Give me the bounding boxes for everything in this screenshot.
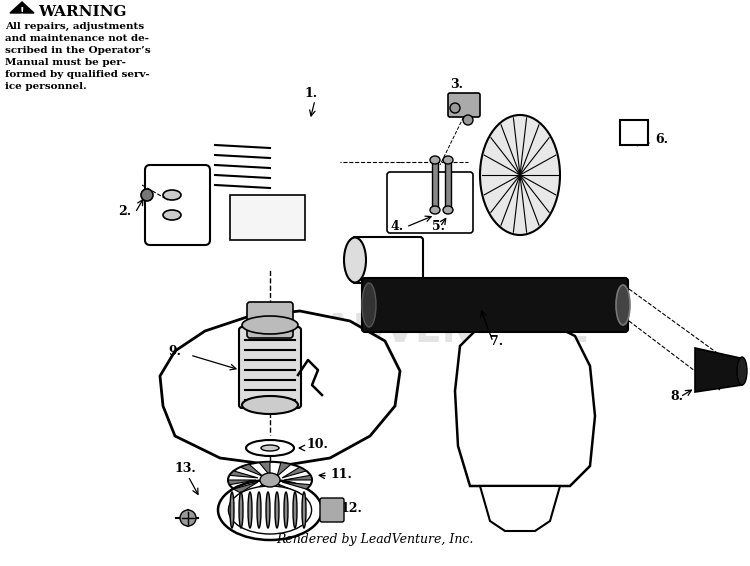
Text: 4.: 4.: [390, 220, 404, 233]
Ellipse shape: [443, 206, 453, 214]
Ellipse shape: [480, 115, 560, 235]
FancyBboxPatch shape: [247, 302, 293, 338]
Polygon shape: [249, 483, 263, 498]
Polygon shape: [260, 462, 270, 476]
Circle shape: [180, 510, 196, 526]
Polygon shape: [277, 483, 300, 496]
Text: WARNING: WARNING: [38, 5, 127, 19]
Polygon shape: [282, 467, 306, 478]
Ellipse shape: [163, 210, 181, 220]
FancyBboxPatch shape: [320, 498, 344, 522]
Polygon shape: [240, 464, 263, 477]
Text: 11.: 11.: [330, 468, 352, 481]
Text: 12.: 12.: [340, 502, 362, 515]
Polygon shape: [228, 480, 256, 484]
Ellipse shape: [737, 357, 747, 385]
Text: scribed in the Operator’s: scribed in the Operator’s: [5, 46, 151, 55]
Ellipse shape: [242, 316, 298, 334]
Text: All repairs, adjustments: All repairs, adjustments: [5, 22, 144, 31]
Ellipse shape: [261, 445, 279, 451]
Polygon shape: [455, 318, 595, 486]
FancyBboxPatch shape: [239, 327, 301, 408]
Ellipse shape: [293, 492, 297, 528]
FancyBboxPatch shape: [145, 165, 210, 245]
Ellipse shape: [616, 285, 630, 325]
Ellipse shape: [228, 462, 312, 498]
Text: formed by qualified serv-: formed by qualified serv-: [5, 70, 150, 79]
Circle shape: [450, 103, 460, 113]
Text: 10.: 10.: [306, 438, 328, 451]
Text: and maintenance not de-: and maintenance not de-: [5, 34, 149, 43]
Ellipse shape: [260, 473, 280, 487]
Ellipse shape: [344, 238, 366, 282]
Polygon shape: [284, 475, 312, 480]
Text: 5.: 5.: [432, 220, 445, 233]
Polygon shape: [230, 471, 258, 478]
Ellipse shape: [239, 492, 243, 528]
Text: 13.: 13.: [175, 462, 196, 475]
Text: 3.: 3.: [450, 78, 463, 91]
Ellipse shape: [218, 480, 322, 540]
Ellipse shape: [242, 396, 298, 414]
Polygon shape: [695, 348, 742, 392]
Ellipse shape: [443, 156, 453, 164]
Ellipse shape: [284, 492, 288, 528]
Ellipse shape: [229, 486, 311, 534]
Text: Manual must be per-: Manual must be per-: [5, 58, 126, 67]
FancyBboxPatch shape: [387, 172, 473, 233]
Bar: [620, 120, 648, 145]
Text: 1.: 1.: [305, 87, 318, 100]
Bar: [432, 160, 438, 210]
Text: 7.: 7.: [490, 335, 503, 348]
Ellipse shape: [257, 492, 261, 528]
Polygon shape: [270, 484, 280, 498]
Text: Rendered by LeadVenture, Inc.: Rendered by LeadVenture, Inc.: [276, 533, 474, 546]
Ellipse shape: [266, 492, 270, 528]
FancyBboxPatch shape: [352, 237, 423, 283]
Polygon shape: [282, 482, 310, 489]
Polygon shape: [160, 311, 400, 466]
Text: 9.: 9.: [168, 345, 181, 358]
Text: 8.: 8.: [670, 390, 683, 403]
FancyBboxPatch shape: [362, 278, 628, 332]
Bar: [445, 160, 451, 210]
Text: ice personnel.: ice personnel.: [5, 82, 87, 91]
Polygon shape: [234, 482, 258, 493]
Circle shape: [141, 189, 153, 201]
Text: 2.: 2.: [118, 205, 131, 218]
Ellipse shape: [246, 440, 294, 456]
Ellipse shape: [430, 206, 440, 214]
Ellipse shape: [302, 492, 306, 528]
Text: !: !: [20, 7, 24, 17]
Polygon shape: [277, 462, 291, 477]
Ellipse shape: [163, 190, 181, 200]
Bar: [230, 195, 305, 240]
Polygon shape: [480, 486, 560, 531]
Text: 6.: 6.: [655, 133, 668, 146]
Ellipse shape: [430, 156, 440, 164]
FancyBboxPatch shape: [448, 93, 480, 117]
Text: LEADVENTURE: LEADVENTURE: [271, 311, 589, 349]
Ellipse shape: [230, 492, 234, 528]
Circle shape: [463, 115, 473, 125]
Ellipse shape: [362, 283, 376, 327]
Polygon shape: [10, 2, 34, 13]
Ellipse shape: [248, 492, 252, 528]
Ellipse shape: [275, 492, 279, 528]
